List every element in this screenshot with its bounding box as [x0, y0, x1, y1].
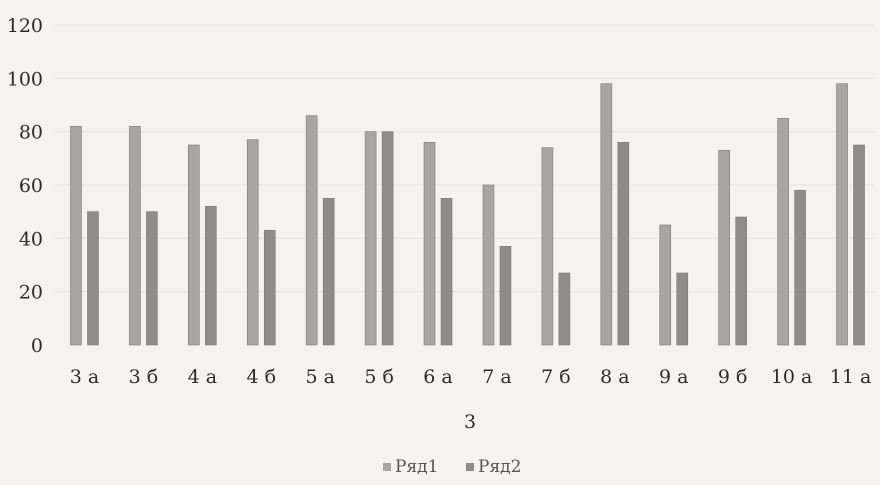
- bar-Ряд1-6-а: [423, 142, 436, 346]
- bar-Ряд2-7-а: [499, 246, 512, 346]
- bar-Ряд2-4-а: [205, 206, 217, 346]
- legend-label: Ряд2: [478, 457, 521, 477]
- bar-Ряд1-3-а: [70, 126, 82, 346]
- bar-Ряд2-11-а: [853, 144, 865, 346]
- legend-swatch: [466, 463, 474, 471]
- x-tick-label: 8 а: [600, 366, 629, 388]
- x-tick-label: 4 б: [246, 366, 276, 388]
- x-tick-label: 7 б: [541, 366, 571, 388]
- x-tick-label: 9 б: [718, 366, 748, 388]
- y-tick-label: 120: [7, 15, 43, 37]
- y-tick-label: 80: [19, 122, 43, 144]
- bar-Ряд1-10-а: [777, 118, 789, 346]
- bar-Ряд1-3-б: [129, 126, 141, 346]
- y-tick-label: 0: [31, 335, 43, 357]
- x-tick-label: 9 а: [659, 366, 688, 388]
- bar-Ряд1-7-а: [482, 184, 495, 346]
- x-axis-categories: 3 а 3 б 4 а 4 б 5 а 5 б 6 а 7 а 7 б 8 а 9 а 9 б 10 а…: [70, 366, 872, 388]
- x-tick-label: 7 а: [482, 366, 511, 388]
- bar-Ряд2-4-б: [263, 230, 276, 346]
- y-axis-ticks: 0 20 40 60 80 100 120: [7, 15, 43, 357]
- x-tick-label: 5 б: [364, 366, 394, 388]
- legend-swatch: [383, 463, 391, 471]
- bar-Ряд1-5-б: [364, 131, 377, 346]
- bar-Ряд1-7-б: [541, 147, 554, 346]
- y-tick-label: 100: [7, 68, 43, 90]
- bar-Ряд2-10-а: [794, 190, 806, 346]
- bar-Ряд2-9-б: [735, 216, 747, 346]
- bars: [70, 83, 865, 346]
- x-tick-label: 4 а: [188, 366, 217, 388]
- bar-Ряд2-9-а: [676, 272, 689, 346]
- x-tick-label: 6 а: [423, 366, 452, 388]
- bar-Ряд2-3-б: [146, 211, 158, 346]
- x-tick-label: 5 а: [305, 366, 334, 388]
- x-tick-label: 3 б: [129, 366, 159, 388]
- bar-Ряд1-5-а: [305, 115, 318, 346]
- gridlines: [55, 24, 875, 293]
- bar-Ряд1-9-б: [718, 150, 730, 346]
- bar-Ряд1-11-а: [836, 83, 848, 346]
- bar-Ряд2-5-а: [322, 198, 335, 346]
- bar-Ряд1-4-а: [188, 144, 200, 346]
- bar-Ряд2-5-б: [381, 131, 394, 346]
- x-tick-label: 11 а: [830, 366, 872, 388]
- y-tick-label: 60: [19, 175, 43, 197]
- bar-Ряд1-9-а: [659, 224, 672, 346]
- legend: Ряд1 Ряд2: [383, 457, 521, 477]
- bar-Ряд1-4-б: [246, 139, 259, 346]
- bar-Ряд2-6-а: [440, 198, 453, 346]
- bar-Ряд2-8-а: [617, 142, 630, 346]
- bar-Ряд2-3-а: [87, 211, 99, 346]
- x-tick-label: 10 а: [771, 366, 813, 388]
- x-tick-label: 3 а: [70, 366, 99, 388]
- y-tick-label: 40: [19, 228, 43, 250]
- y-tick-label: 20: [19, 282, 43, 304]
- legend-label: Ряд1: [395, 457, 438, 477]
- bar-Ряд2-7-б: [558, 272, 571, 346]
- bar-Ряд1-8-а: [600, 83, 613, 346]
- x-axis-label: 3: [464, 411, 476, 433]
